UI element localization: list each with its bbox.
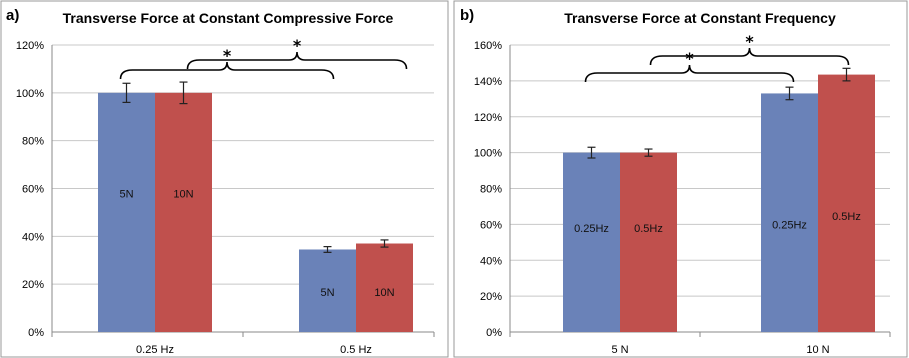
- y-tick-label: 100%: [16, 88, 44, 100]
- bar: [818, 74, 875, 333]
- bar-label: 5N: [119, 188, 133, 200]
- y-tick-label: 20%: [22, 279, 44, 291]
- y-tick-label: 60%: [22, 184, 44, 196]
- panel-a-plot: 0% 20% 40% 60% 80% 100% 120% 5N 5N 10N 10N 0.25 Hz 0…: [16, 36, 435, 356]
- x-category-label: 10 N: [806, 344, 829, 356]
- y-tick-label: 0%: [486, 327, 502, 339]
- panel-b-plot: 0% 20% 40% 60% 80% 100% 120% 140% 160% 0.25Hz 0.25…: [474, 32, 891, 356]
- panel-a-title: Transverse Force at Constant Compressive…: [63, 10, 394, 26]
- bar-label: 0.5Hz: [832, 211, 861, 223]
- significance-star: *: [745, 32, 754, 51]
- x-category-label: 0.5 Hz: [340, 344, 372, 356]
- bar: [761, 93, 818, 333]
- significance-brace: [186, 51, 408, 70]
- x-category-label: 0.25 Hz: [136, 344, 174, 356]
- panel-b-letter: b): [460, 7, 474, 24]
- y-tick-label: 120%: [16, 40, 44, 52]
- x-category-label: 5 N: [611, 344, 628, 356]
- panel-b: b) Transverse Force at Constant Frequenc…: [453, 0, 908, 358]
- bar: [299, 249, 356, 332]
- significance-brace: [584, 64, 795, 83]
- bar-label: 0.25Hz: [772, 220, 807, 232]
- significance-star: *: [685, 49, 694, 68]
- y-tick-label: 120%: [474, 112, 502, 124]
- bar-label: 0.5Hz: [634, 223, 663, 235]
- y-tick-label: 20%: [480, 291, 502, 303]
- bar: [98, 92, 155, 332]
- y-tick-label: 80%: [480, 184, 502, 196]
- panel-a: a) Transverse Force at Constant Compress…: [0, 0, 449, 358]
- y-tick-label: 0%: [28, 327, 44, 339]
- bar: [563, 152, 620, 332]
- bar: [620, 152, 677, 332]
- significance-star: *: [293, 36, 302, 55]
- bar-label: 5N: [320, 287, 334, 299]
- panel-b-title: Transverse Force at Constant Frequency: [564, 10, 836, 26]
- bar-label: 0.25Hz: [574, 223, 609, 235]
- significance-brace: [119, 61, 335, 80]
- significance-star: *: [223, 46, 232, 65]
- y-tick-label: 60%: [480, 219, 502, 231]
- y-tick-label: 40%: [22, 231, 44, 243]
- bar-label: 10N: [173, 188, 193, 200]
- significance-brace: [649, 47, 850, 66]
- y-tick-label: 140%: [474, 76, 502, 88]
- y-tick-label: 100%: [474, 148, 502, 160]
- bar: [356, 243, 413, 332]
- panel-a-letter: a): [6, 7, 19, 24]
- y-tick-label: 40%: [480, 255, 502, 267]
- y-tick-label: 80%: [22, 136, 44, 148]
- y-tick-label: 160%: [474, 40, 502, 52]
- bar: [155, 92, 212, 332]
- bar-label: 10N: [374, 287, 394, 299]
